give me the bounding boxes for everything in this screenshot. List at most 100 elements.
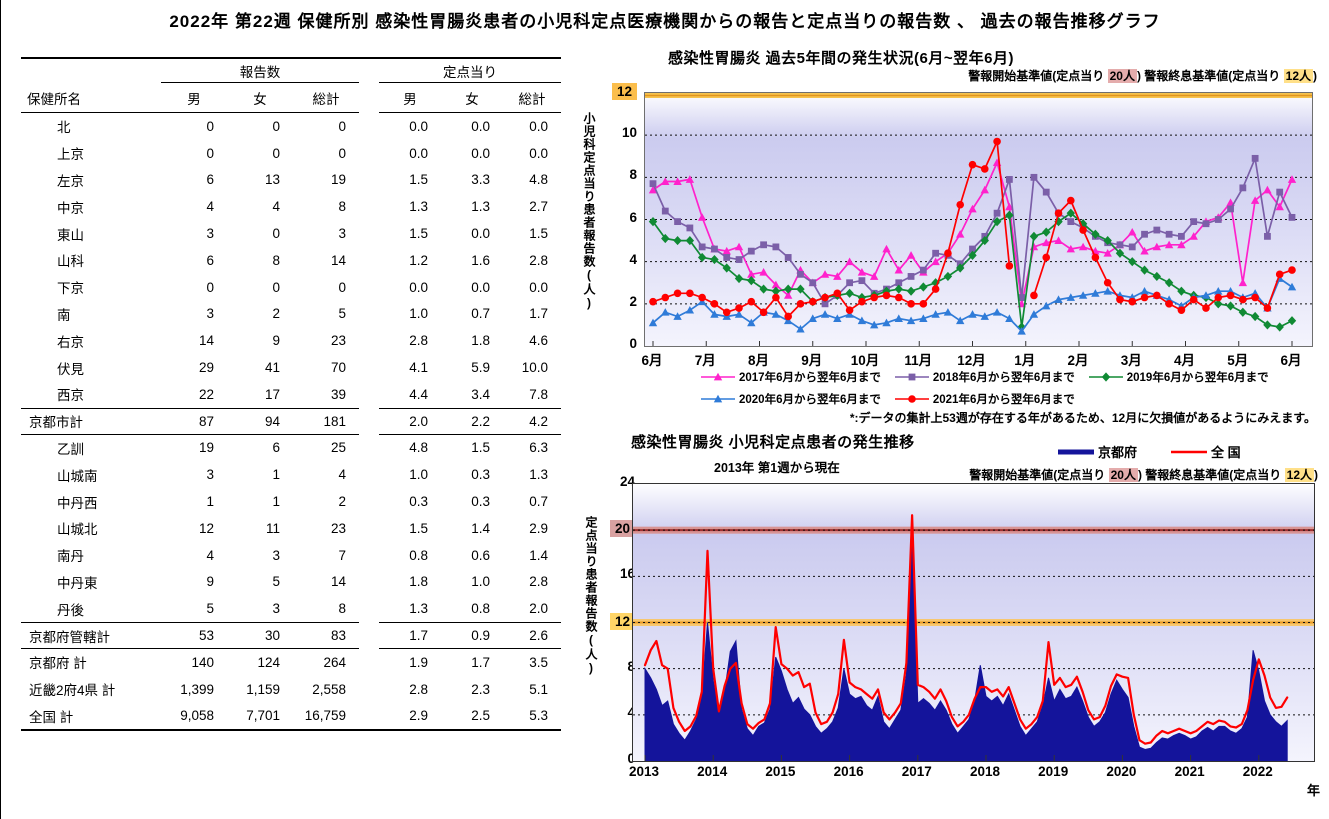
table-cell: 140 — [191, 654, 214, 670]
table-cell: 19 — [330, 172, 346, 188]
spacer-cell — [21, 59, 161, 83]
table-cell: 9 — [206, 574, 214, 590]
health-center-name: 西京 — [57, 388, 84, 404]
table-cell: 3.5 — [529, 654, 548, 670]
health-center-name: 北 — [57, 120, 71, 136]
table-header-row: 保健所名 男 女 総計 男 女 総計 — [21, 83, 561, 113]
table-row: 左京 6 13 19 1.5 3.3 4.8 — [21, 167, 561, 194]
x-tick-label: 2015 — [765, 764, 796, 779]
y-tick-label: 8 — [627, 658, 635, 674]
table-cell: 4.1 — [409, 360, 428, 376]
top-chart-plot — [644, 92, 1313, 347]
table-row: 山城南 3 1 4 1.0 0.3 1.3 — [21, 461, 561, 488]
spacer-cell — [359, 435, 379, 462]
y-tick-label: 20 — [593, 520, 635, 538]
table-cell: 3.3 — [471, 172, 490, 188]
table-cell: 19 — [198, 440, 214, 456]
legend-label: 京都府 — [1098, 445, 1138, 460]
table-row: 伏見 29 41 70 4.1 5.9 10.0 — [21, 354, 561, 381]
alert-end-value: 12人 — [1284, 468, 1314, 482]
table-cell: 0.0 — [471, 226, 490, 242]
table-cell: 1.0 — [409, 306, 428, 322]
x-tick-label: 9月 — [801, 353, 823, 368]
health-center-name: 京都府 計 — [29, 656, 87, 672]
diamond-marker-icon — [1088, 372, 1123, 382]
table-cell: 1.2 — [409, 252, 428, 268]
legend-item: 2020年6月から翌年6月まで — [701, 391, 881, 407]
table-cell: 5 — [272, 574, 280, 590]
table-cell: 3 — [206, 306, 214, 322]
table-cell: 4 — [206, 547, 214, 563]
table-cell: 7 — [338, 547, 346, 563]
table-cell: 5.1 — [529, 681, 548, 697]
table-cell: 2 — [272, 306, 280, 322]
column-header-male: 男 — [379, 83, 441, 113]
health-center-name: 近畿2府4県 計 — [29, 683, 116, 699]
table-cell: 0.0 — [409, 118, 428, 134]
table-cell: 6 — [272, 440, 280, 456]
table-cell: 1.5 — [409, 172, 428, 188]
bottom-chart-x-axis-unit: 年 — [1307, 783, 1321, 798]
table-group-header-row: 報告数 定点当り — [21, 59, 561, 83]
table-cell: 0.0 — [409, 279, 428, 295]
table-row: 右京 14 9 23 2.8 1.8 4.6 — [21, 327, 561, 354]
table-cell: 94 — [227, 407, 293, 435]
table-cell: 4.6 — [529, 333, 548, 349]
spacer-cell — [359, 220, 379, 247]
spacer-cell — [359, 354, 379, 381]
table-cell: 9 — [272, 333, 280, 349]
table-cell: 2,558 — [312, 681, 346, 697]
table-cell: 1.7 — [379, 622, 441, 649]
table-cell: 4 — [272, 199, 280, 215]
table-cell: 0.9 — [441, 622, 503, 649]
spacer-cell — [359, 274, 379, 301]
table-cell: 0.6 — [471, 547, 490, 563]
health-center-name: 中京 — [57, 200, 84, 216]
table-cell: 0 — [272, 279, 280, 295]
table-cell: 0.3 — [471, 467, 490, 483]
column-header-total: 総計 — [293, 83, 359, 113]
legend-label: 2017年6月から翌年6月まで — [739, 372, 881, 384]
spacer-cell — [359, 83, 379, 113]
x-tick-label: 2013 — [628, 764, 660, 779]
table-cell: 11 — [265, 520, 280, 536]
table-cell: 2.0 — [529, 601, 548, 617]
spacer-cell — [359, 167, 379, 194]
table-cell: 2.9 — [529, 520, 548, 536]
table-cell: 2 — [338, 494, 346, 510]
y-tick-label: 8 — [629, 167, 637, 183]
table-cell: 4.8 — [409, 440, 428, 456]
health-center-name: 中丹西 — [57, 495, 98, 511]
table-cell: 264 — [323, 654, 346, 670]
table-cell: 124 — [257, 654, 280, 670]
y-tick-label: 0 — [627, 751, 635, 766]
table-cell: 0 — [206, 279, 214, 295]
table-row: 京都府管轄計 53 30 83 1.7 0.9 2.6 — [21, 622, 561, 649]
x-tick-label: 6月 — [641, 353, 663, 368]
x-tick-label: 7月 — [694, 353, 716, 368]
health-center-name: 南丹 — [57, 549, 84, 565]
table-cell: 2.5 — [471, 708, 490, 724]
table-cell: 53 — [161, 622, 227, 649]
legend-item: 2021年6月から翌年6月まで — [894, 391, 1075, 407]
table-cell: 1.4 — [471, 520, 490, 536]
triangle-marker-icon — [701, 394, 735, 403]
spacer-cell — [359, 703, 379, 730]
table-cell: 6.3 — [529, 440, 548, 456]
health-center-name: 南 — [57, 307, 71, 323]
table-cell: 0.0 — [529, 145, 548, 161]
table-cell: 0.0 — [471, 279, 490, 295]
y-tick-label: 16 — [619, 566, 635, 582]
table-cell: 0 — [338, 118, 346, 134]
table-cell: 3 — [272, 601, 280, 617]
table-cell: 8 — [272, 252, 280, 268]
table-cell: 0.0 — [529, 118, 548, 134]
y-tick-label: 12 — [593, 612, 635, 630]
table-cell: 14 — [198, 333, 214, 349]
table-cell: 25 — [330, 440, 346, 456]
bottom-chart-title: 感染性胃腸炎 小児科定点患者の発生推移 — [631, 434, 915, 451]
table-cell: 22 — [198, 386, 214, 402]
health-center-name: 山城北 — [57, 522, 98, 538]
column-header-female: 女 — [441, 83, 503, 113]
